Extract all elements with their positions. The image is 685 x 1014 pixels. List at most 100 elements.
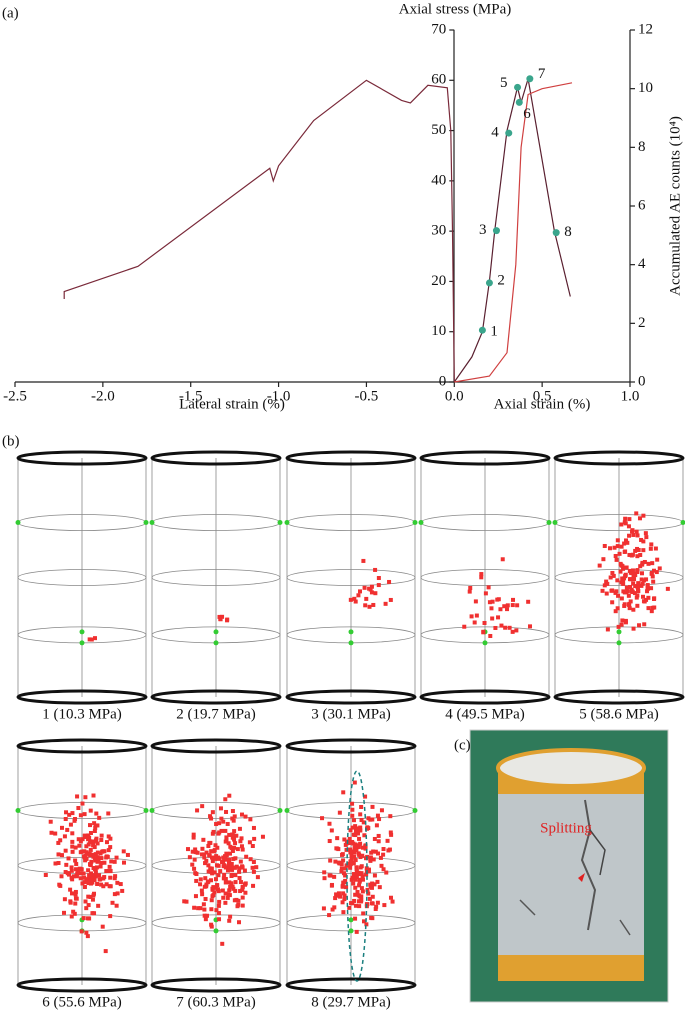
- ae-event: [228, 914, 233, 919]
- ae-event: [369, 885, 374, 890]
- ae-event: [360, 874, 365, 879]
- ae-event: [219, 828, 224, 833]
- ae-event: [201, 902, 206, 907]
- ae-event: [70, 811, 75, 816]
- ae-event: [605, 627, 610, 632]
- ae-event: [526, 599, 531, 604]
- ae-event: [86, 894, 91, 899]
- sensor: [348, 928, 354, 934]
- y-tick-label: 10: [431, 323, 446, 339]
- ae-event: [364, 922, 369, 927]
- ae-event: [212, 870, 217, 875]
- sensor: [552, 520, 558, 526]
- ae-event: [328, 858, 333, 863]
- fracture-zone: [346, 770, 368, 982]
- ae-event: [80, 849, 85, 854]
- ae-event: [358, 812, 363, 817]
- ae-event: [217, 899, 222, 904]
- ae-event: [237, 920, 242, 925]
- sensor: [284, 808, 290, 814]
- ae-event: [388, 814, 393, 819]
- ae-event: [490, 616, 495, 621]
- ae-event: [623, 572, 628, 577]
- crack: [589, 829, 606, 876]
- ae-event: [202, 884, 207, 889]
- ae-event: [207, 853, 212, 858]
- ae-event: [369, 590, 374, 595]
- ae-event: [367, 586, 372, 591]
- ae-event: [479, 575, 484, 580]
- ae-event: [255, 875, 260, 880]
- sensor: [418, 520, 424, 526]
- ae-event: [356, 844, 361, 849]
- ae-event: [645, 583, 650, 588]
- ae-event: [204, 850, 209, 855]
- ae-event: [108, 875, 113, 880]
- ae-event: [53, 861, 58, 866]
- ae-event: [377, 885, 382, 890]
- ae-event: [97, 873, 102, 878]
- ae-event: [229, 846, 234, 851]
- ae-event: [193, 871, 198, 876]
- ae-event: [629, 553, 634, 558]
- ae-event: [622, 541, 627, 546]
- ae-event: [199, 852, 204, 857]
- ae-event: [354, 929, 359, 934]
- ae-event: [209, 816, 214, 821]
- ae-event: [202, 852, 207, 857]
- ae-event: [322, 870, 327, 875]
- ae-event: [62, 834, 67, 839]
- ae-event: [359, 886, 364, 891]
- ae-event: [65, 827, 70, 832]
- ae-event: [227, 851, 232, 856]
- ae-panel: 5 (58.6 MPa): [552, 450, 685, 722]
- ae-event: [373, 849, 378, 854]
- ae-event: [68, 822, 73, 827]
- ae-event: [86, 833, 91, 838]
- ae-event: [230, 816, 235, 821]
- ae-event: [202, 913, 207, 918]
- ae-event: [355, 871, 360, 876]
- ae-event: [222, 863, 227, 868]
- data-line: [453, 78, 571, 383]
- ae-event: [206, 843, 211, 848]
- ae-event: [240, 847, 245, 852]
- ae-event: [338, 894, 343, 899]
- ae-event: [632, 591, 637, 596]
- stress-point: [492, 227, 500, 235]
- ae-event: [615, 606, 620, 611]
- ae-event: [210, 810, 215, 815]
- ae-event: [498, 607, 503, 612]
- ae-event: [359, 804, 364, 809]
- ae-event: [340, 852, 345, 857]
- ae-event: [76, 806, 81, 811]
- ae-event: [505, 607, 510, 612]
- ae-event: [73, 816, 78, 821]
- ae-event: [76, 868, 81, 873]
- ae-event: [213, 855, 218, 860]
- y-tick-label: 40: [431, 172, 446, 188]
- panel-label: (a): [2, 5, 19, 21]
- ae-event: [627, 606, 632, 611]
- ae-event: [231, 833, 236, 838]
- ae-event: [387, 579, 392, 584]
- point-label: 4: [491, 125, 499, 141]
- ae-event: [505, 603, 510, 608]
- ae-event: [214, 822, 219, 827]
- cylinder-bottom: [285, 689, 417, 705]
- ae-event: [223, 865, 228, 870]
- sensor: [15, 808, 21, 814]
- ae-event: [356, 851, 361, 856]
- ae-event: [207, 840, 212, 845]
- annotation: Splitting: [540, 820, 592, 836]
- ae-event: [332, 874, 337, 879]
- ae-event: [483, 591, 488, 596]
- ae-event: [376, 576, 381, 581]
- ae-event: [624, 585, 629, 590]
- cylinder-top: [553, 450, 685, 466]
- ae-event: [213, 877, 218, 882]
- ae-event: [357, 589, 362, 594]
- ae-event: [496, 615, 501, 620]
- ae-event: [78, 871, 83, 876]
